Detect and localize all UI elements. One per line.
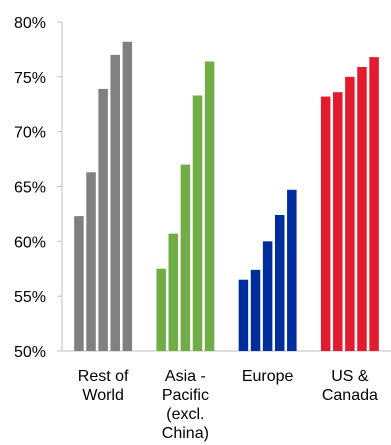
category-label-line: China) xyxy=(162,425,209,442)
category-label-line: Pacific xyxy=(162,387,209,404)
bar xyxy=(250,269,261,351)
y-tick-label: 70% xyxy=(14,125,46,142)
bar xyxy=(180,164,191,351)
bar xyxy=(98,88,108,351)
bar xyxy=(369,57,379,352)
bar xyxy=(238,279,249,351)
y-tick-label: 75% xyxy=(14,70,46,87)
bar xyxy=(192,95,203,351)
bar-series xyxy=(74,41,379,352)
category-label-line: Canada xyxy=(322,387,378,404)
y-tick-label: 80% xyxy=(14,15,46,32)
category-label-line: Europe xyxy=(242,368,294,385)
bar xyxy=(204,61,215,351)
y-axis: 50% 55% 60% 65% 70% 75% 80% xyxy=(14,15,63,361)
category-label-line: (excl. xyxy=(166,406,204,423)
category-label: US & Canada xyxy=(322,368,378,404)
bar xyxy=(168,233,179,351)
bar xyxy=(274,215,285,351)
bar xyxy=(110,54,120,352)
bar-group xyxy=(74,41,133,352)
bar xyxy=(74,216,84,351)
bar-group xyxy=(320,57,379,352)
y-tick-label: 65% xyxy=(14,180,46,197)
y-tick-label: 55% xyxy=(14,289,46,306)
bar xyxy=(122,41,133,352)
category-label-line: Asia - xyxy=(165,368,206,385)
category-label: Asia - Pacific (excl. China) xyxy=(162,368,209,442)
bar-group xyxy=(156,61,215,351)
bar xyxy=(262,241,273,351)
category-label: Rest of World xyxy=(78,368,129,404)
bar xyxy=(287,189,297,351)
y-tick-label: 60% xyxy=(14,234,46,251)
bar xyxy=(345,76,355,351)
category-label: Europe xyxy=(242,368,294,385)
bar xyxy=(320,96,331,351)
bar xyxy=(333,92,343,351)
bar-group xyxy=(238,189,297,351)
bar xyxy=(156,268,166,351)
y-tick-label: 50% xyxy=(14,344,46,361)
category-label-line: Rest of xyxy=(78,368,129,385)
category-labels: Rest of World Asia - Pacific (excl. China) Eur… xyxy=(78,368,378,442)
bar xyxy=(357,66,367,352)
category-label-line: World xyxy=(82,387,124,404)
category-label-line: US & xyxy=(331,368,369,385)
bar xyxy=(86,172,96,351)
